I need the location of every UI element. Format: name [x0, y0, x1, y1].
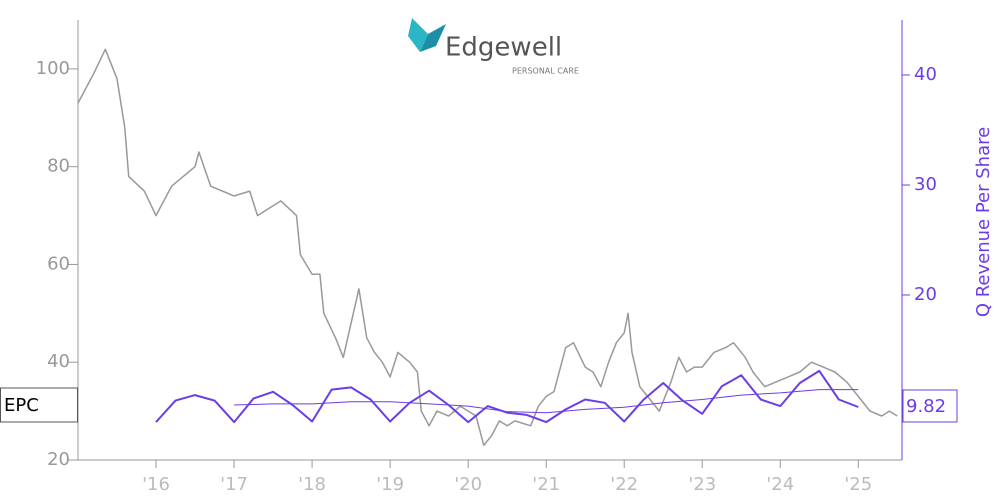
- x-tick-label: '22: [610, 474, 638, 495]
- series-line: [234, 389, 859, 414]
- y-tick-label: 40: [47, 351, 70, 372]
- y-tick-label: 100: [36, 58, 70, 79]
- x-tick-label: '16: [142, 474, 170, 495]
- y-tick-label: 20: [47, 449, 70, 470]
- series-line: [155, 369, 859, 424]
- y2-tick-label: 20: [914, 284, 937, 305]
- logo-icon: [420, 24, 446, 52]
- x-tick-label: '20: [454, 474, 482, 495]
- x-tick-label: '21: [532, 474, 560, 495]
- y2-tick-label: 40: [914, 64, 937, 85]
- logo-tagline: PERSONAL CARE: [512, 67, 579, 76]
- series-line: [77, 48, 898, 447]
- x-tick-label: '23: [688, 474, 716, 495]
- logo-icon: [408, 18, 428, 52]
- x-tick-label: '18: [298, 474, 326, 495]
- x-tick-label: '19: [376, 474, 404, 495]
- y2-tick-label: 30: [914, 174, 937, 195]
- last-value-box: [902, 389, 958, 423]
- ticker-label: EPC: [4, 395, 39, 416]
- logo-name: Edgewell: [445, 33, 562, 63]
- y2-axis-title: Q Revenue Per Share: [973, 127, 994, 317]
- logo: Edgewell PERSONAL CARE: [408, 18, 579, 76]
- last-value-label: 9.82: [906, 396, 946, 417]
- y-tick-label: 60: [47, 253, 70, 274]
- x-tick-label: '17: [220, 474, 248, 495]
- y-tick-label: 80: [47, 156, 70, 177]
- x-tick-label: '25: [844, 474, 872, 495]
- x-tick-label: '24: [766, 474, 794, 495]
- ticker-box: [0, 387, 78, 423]
